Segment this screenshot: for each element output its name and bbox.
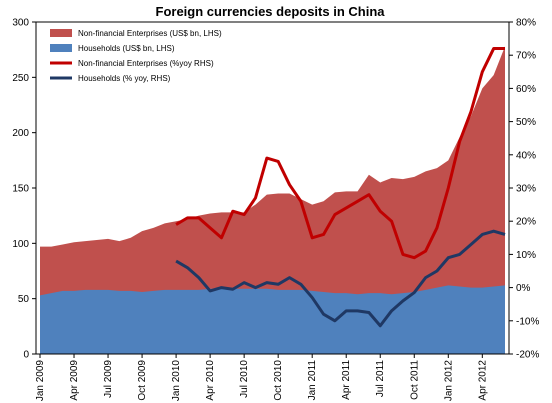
area-series-group: [40, 46, 505, 354]
right-tick-label: 60%: [516, 84, 536, 95]
x-tick-label: Jan 2011: [307, 360, 318, 401]
right-tick-label: -20%: [516, 350, 539, 361]
x-axis-ticks: Jan 2009 Apr 2009 Jul 2009 Oct 2009 Jan 2010…: [35, 354, 488, 401]
line-series-group: [175, 47, 506, 328]
line-non-financial-enterprises-yoy: [175, 47, 505, 260]
right-tick-label: -10%: [516, 316, 539, 327]
right-tick-label: 80%: [516, 18, 536, 29]
left-tick-label: 0: [23, 350, 29, 361]
left-tick-label: 150: [12, 184, 29, 195]
right-tick-label: 50%: [516, 117, 536, 128]
x-tick-label: Apr 2010: [205, 360, 216, 401]
right-tick-label: 40%: [516, 150, 536, 161]
x-tick-label: Oct 2009: [137, 360, 148, 401]
left-tick-label: 100: [12, 239, 29, 250]
legend-label: Non-financial Enterprises (%yoy RHS): [78, 59, 214, 68]
x-tick-label: Jan 2010: [171, 360, 182, 402]
right-tick-label: 70%: [516, 51, 536, 62]
legend-swatch: [50, 44, 72, 52]
left-tick-label: 250: [12, 73, 29, 84]
x-tick-label: Jul 2011: [375, 360, 386, 398]
right-tick-label: 0%: [516, 283, 531, 294]
x-tick-label: Oct 2011: [409, 360, 420, 400]
legend-label: Households (% yoy, RHS): [78, 74, 171, 83]
right-axis-ticks: -20% -10% 0% 10% 20% 30% 40% 50% 60% 70% 80%: [509, 18, 539, 361]
left-tick-label: 200: [12, 128, 29, 139]
chart-title: Foreign currencies deposits in China: [156, 4, 386, 19]
x-tick-label: Apr 2009: [69, 360, 80, 401]
legend: Non-financial Enterprises (US$ bn, LHS) H…: [50, 29, 222, 83]
right-tick-label: 10%: [516, 250, 536, 261]
x-tick-label: Apr 2012: [477, 360, 488, 401]
right-tick-label: 20%: [516, 217, 536, 228]
area-non-financial-enterprises: [40, 46, 505, 354]
x-tick-label: Jan 2012: [443, 360, 454, 402]
area-households: [40, 285, 505, 354]
legend-swatch: [50, 29, 72, 37]
x-tick-label: Oct 2010: [273, 360, 284, 401]
legend-label: Households (US$ bn, LHS): [78, 44, 175, 53]
x-tick-label: Jan 2009: [35, 360, 46, 402]
line-households-yoy: [175, 229, 506, 328]
left-axis-ticks: 0 50 100 150 200 250 300: [12, 18, 36, 361]
legend-label: Non-financial Enterprises (US$ bn, LHS): [78, 29, 222, 38]
x-tick-label: Jul 2010: [239, 360, 250, 398]
left-tick-label: 300: [12, 18, 29, 29]
left-tick-label: 50: [18, 294, 30, 305]
x-tick-label: Jul 2009: [103, 360, 114, 398]
right-tick-label: 30%: [516, 184, 536, 195]
x-tick-label: Apr 2011: [341, 360, 352, 400]
